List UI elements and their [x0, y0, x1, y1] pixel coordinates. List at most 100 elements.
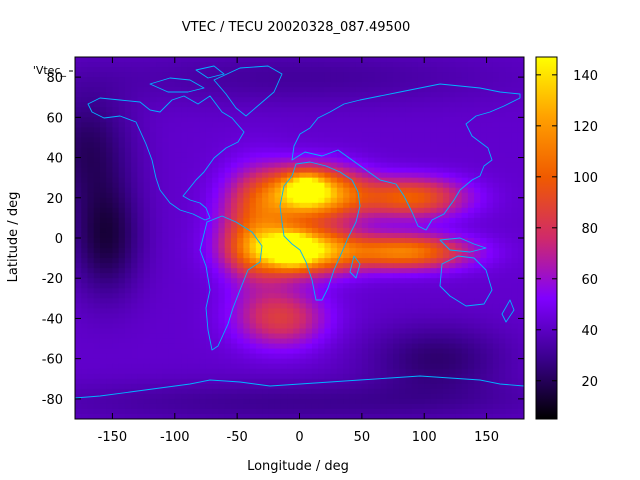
heatmap-cell	[374, 353, 382, 360]
heatmap-cell	[143, 298, 151, 304]
heatmap-cell	[455, 72, 463, 78]
heatmap-cell	[399, 383, 407, 390]
heatmap-cell	[355, 57, 363, 63]
heatmap-cell	[168, 152, 176, 159]
heatmap-cell	[399, 268, 407, 274]
heatmap-cell	[368, 358, 375, 365]
heatmap-cell	[492, 212, 500, 219]
heatmap-cell	[436, 152, 444, 159]
heatmap-cell	[262, 328, 269, 335]
heatmap-cell	[262, 238, 269, 244]
heatmap-cell	[99, 368, 107, 375]
heatmap-cell	[467, 383, 475, 390]
heatmap-cell	[93, 348, 101, 355]
heatmap-cell	[511, 102, 519, 108]
heatmap-cell	[399, 187, 407, 194]
heatmap-cell	[517, 62, 524, 68]
heatmap-cell	[461, 353, 469, 360]
heatmap-cell	[181, 177, 188, 184]
heatmap-cell	[124, 147, 132, 154]
heatmap-cell	[499, 217, 506, 224]
heatmap-cell	[287, 62, 294, 68]
heatmap-cell	[480, 117, 488, 123]
heatmap-cell	[193, 112, 201, 118]
heatmap-cell	[243, 132, 251, 139]
heatmap-cell	[87, 368, 95, 375]
heatmap-cell	[124, 142, 132, 149]
heatmap-cell	[131, 167, 138, 174]
heatmap-cell	[474, 77, 481, 83]
heatmap-cell	[75, 147, 82, 154]
heatmap-cell	[386, 353, 394, 360]
heatmap-cell	[268, 112, 276, 118]
heatmap-cell	[87, 117, 95, 123]
heatmap-cell	[255, 232, 263, 239]
heatmap-cell	[218, 87, 226, 93]
heatmap-cell	[143, 197, 151, 204]
heatmap-cell	[442, 177, 450, 184]
heatmap-cell	[430, 182, 438, 189]
heatmap-cell	[474, 358, 481, 365]
heatmap-cell	[368, 197, 375, 204]
heatmap-cell	[374, 92, 382, 98]
heatmap-cell	[237, 82, 244, 88]
heatmap-cell	[455, 57, 463, 63]
heatmap-cell	[436, 187, 444, 194]
heatmap-cell	[411, 253, 419, 259]
heatmap-cell	[243, 293, 251, 299]
heatmap-cell	[399, 212, 407, 219]
heatmap-cell	[137, 293, 145, 299]
heatmap-cell	[293, 67, 301, 73]
heatmap-cell	[492, 147, 500, 154]
heatmap-cell	[311, 207, 319, 214]
heatmap-cell	[336, 182, 344, 189]
heatmap-cell	[81, 172, 89, 179]
heatmap-cell	[492, 278, 500, 284]
heatmap-cell	[299, 152, 307, 159]
heatmap-cell	[380, 107, 388, 113]
heatmap-cell	[187, 67, 195, 73]
heatmap-cell	[318, 217, 326, 224]
heatmap-cell	[230, 172, 238, 179]
heatmap-cell	[181, 328, 188, 335]
heatmap-cell	[81, 222, 89, 229]
heatmap-cell	[262, 348, 269, 355]
heatmap-cell	[474, 147, 481, 154]
heatmap-cell	[75, 303, 82, 309]
heatmap-cell	[330, 67, 338, 73]
heatmap-cell	[81, 253, 89, 259]
heatmap-cell	[181, 147, 188, 154]
heatmap-cell	[318, 127, 326, 134]
heatmap-cell	[449, 217, 457, 224]
heatmap-cell	[187, 72, 195, 78]
heatmap-cell	[318, 157, 326, 164]
heatmap-cell	[293, 212, 301, 219]
heatmap-cell	[499, 313, 506, 320]
heatmap-cell	[311, 172, 319, 179]
heatmap-cell	[187, 122, 195, 128]
heatmap-cell	[287, 87, 294, 93]
heatmap-cell	[156, 273, 163, 279]
heatmap-cell	[299, 232, 307, 239]
heatmap-cell	[461, 132, 469, 139]
heatmap-cell	[274, 117, 282, 123]
heatmap-cell	[268, 72, 276, 78]
heatmap-cell	[343, 278, 350, 284]
heatmap-cell	[386, 172, 394, 179]
heatmap-cell	[492, 398, 500, 405]
heatmap-cell	[399, 112, 407, 118]
heatmap-cell	[499, 207, 506, 214]
heatmap-cell	[205, 142, 213, 149]
heatmap-cell	[336, 92, 344, 98]
heatmap-cell	[399, 278, 407, 284]
heatmap-cell	[87, 293, 95, 299]
heatmap-cell	[517, 238, 524, 244]
heatmap-cell	[449, 202, 457, 209]
heatmap-cell	[124, 268, 132, 274]
heatmap-cell	[224, 217, 232, 224]
heatmap-cell	[417, 197, 425, 204]
heatmap-cell	[393, 152, 400, 159]
heatmap-cell	[149, 258, 157, 264]
heatmap-cell	[349, 67, 357, 73]
heatmap-cell	[112, 117, 120, 123]
